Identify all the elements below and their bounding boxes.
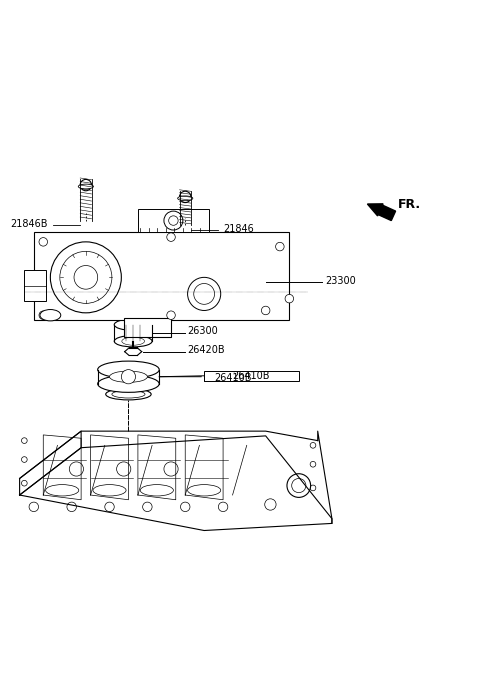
Circle shape bbox=[168, 216, 178, 225]
Circle shape bbox=[69, 462, 84, 476]
Circle shape bbox=[50, 242, 121, 313]
Bar bbox=[24, 271, 46, 301]
Ellipse shape bbox=[112, 390, 145, 398]
Circle shape bbox=[180, 191, 191, 203]
Circle shape bbox=[167, 233, 175, 242]
Circle shape bbox=[310, 485, 316, 491]
Text: 26300: 26300 bbox=[188, 326, 218, 336]
Circle shape bbox=[39, 238, 48, 246]
Bar bbox=[138, 209, 209, 232]
Circle shape bbox=[22, 437, 27, 444]
Circle shape bbox=[105, 502, 114, 511]
Bar bbox=[204, 371, 299, 380]
Circle shape bbox=[67, 502, 76, 511]
Ellipse shape bbox=[178, 196, 193, 201]
Ellipse shape bbox=[114, 319, 152, 330]
Ellipse shape bbox=[106, 388, 151, 400]
Circle shape bbox=[60, 251, 112, 304]
Bar bbox=[124, 318, 171, 336]
Ellipse shape bbox=[140, 485, 173, 496]
Circle shape bbox=[39, 311, 48, 320]
Circle shape bbox=[310, 462, 316, 467]
Circle shape bbox=[117, 462, 131, 476]
Bar bbox=[204, 372, 261, 382]
Circle shape bbox=[74, 266, 98, 289]
Circle shape bbox=[167, 311, 175, 320]
Circle shape bbox=[218, 502, 228, 511]
Circle shape bbox=[310, 442, 316, 448]
Circle shape bbox=[143, 502, 152, 511]
Circle shape bbox=[292, 479, 306, 493]
Circle shape bbox=[22, 481, 27, 486]
Ellipse shape bbox=[78, 184, 94, 189]
Ellipse shape bbox=[40, 310, 61, 321]
Ellipse shape bbox=[93, 485, 126, 496]
Ellipse shape bbox=[114, 336, 152, 347]
Text: 21846B: 21846B bbox=[11, 219, 48, 229]
Text: 23300: 23300 bbox=[325, 276, 356, 285]
Text: 21846: 21846 bbox=[223, 224, 254, 234]
Text: FR.: FR. bbox=[398, 197, 421, 211]
Circle shape bbox=[29, 502, 38, 511]
Circle shape bbox=[285, 294, 294, 303]
Circle shape bbox=[276, 242, 284, 251]
Ellipse shape bbox=[122, 337, 144, 345]
Circle shape bbox=[180, 502, 190, 511]
Ellipse shape bbox=[109, 371, 147, 382]
FancyArrow shape bbox=[367, 204, 396, 221]
Bar bbox=[34, 232, 289, 320]
Circle shape bbox=[80, 180, 92, 190]
Circle shape bbox=[121, 369, 135, 384]
Circle shape bbox=[287, 474, 311, 497]
Circle shape bbox=[262, 306, 270, 315]
Text: 26410B: 26410B bbox=[233, 371, 270, 380]
Ellipse shape bbox=[98, 376, 159, 392]
Circle shape bbox=[194, 283, 215, 304]
Circle shape bbox=[164, 462, 178, 476]
Circle shape bbox=[188, 277, 221, 310]
Text: 26420B: 26420B bbox=[188, 345, 225, 355]
Ellipse shape bbox=[188, 485, 221, 496]
Ellipse shape bbox=[46, 485, 79, 496]
Circle shape bbox=[164, 211, 183, 230]
Text: 26410B: 26410B bbox=[214, 373, 252, 383]
Circle shape bbox=[265, 499, 276, 510]
Ellipse shape bbox=[98, 361, 159, 378]
Circle shape bbox=[22, 457, 27, 462]
